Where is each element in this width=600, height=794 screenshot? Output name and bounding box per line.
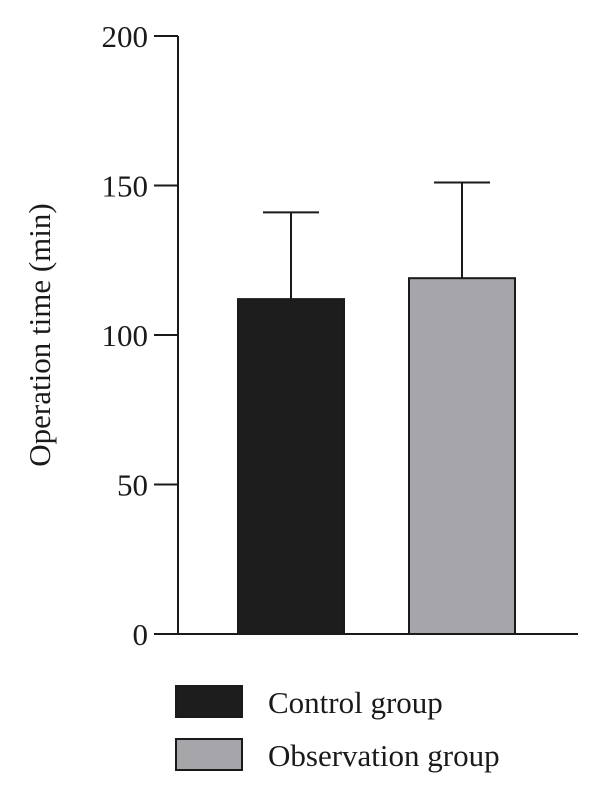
legend-label-observation-group: Observation group bbox=[268, 738, 500, 773]
legend-label-control-group: Control group bbox=[268, 685, 443, 720]
legend-swatch-observation-group bbox=[175, 738, 243, 771]
y-tick-label-200: 200 bbox=[102, 19, 149, 54]
y-axis-title: Operation time (min) bbox=[22, 203, 57, 466]
y-axis: 0 50 100 150 200 bbox=[102, 19, 179, 652]
y-tick-label-50: 50 bbox=[117, 468, 148, 503]
legend-swatch-control-group bbox=[175, 685, 243, 718]
bar-control-group bbox=[237, 298, 345, 635]
y-tick-label-150: 150 bbox=[102, 169, 149, 204]
error-bars bbox=[263, 181, 490, 300]
y-tick-label-0: 0 bbox=[133, 617, 149, 652]
bar-observation-group bbox=[408, 277, 516, 635]
legend: Control group Observation group bbox=[175, 685, 500, 773]
y-tick-label-100: 100 bbox=[102, 318, 149, 353]
bars bbox=[237, 277, 516, 635]
